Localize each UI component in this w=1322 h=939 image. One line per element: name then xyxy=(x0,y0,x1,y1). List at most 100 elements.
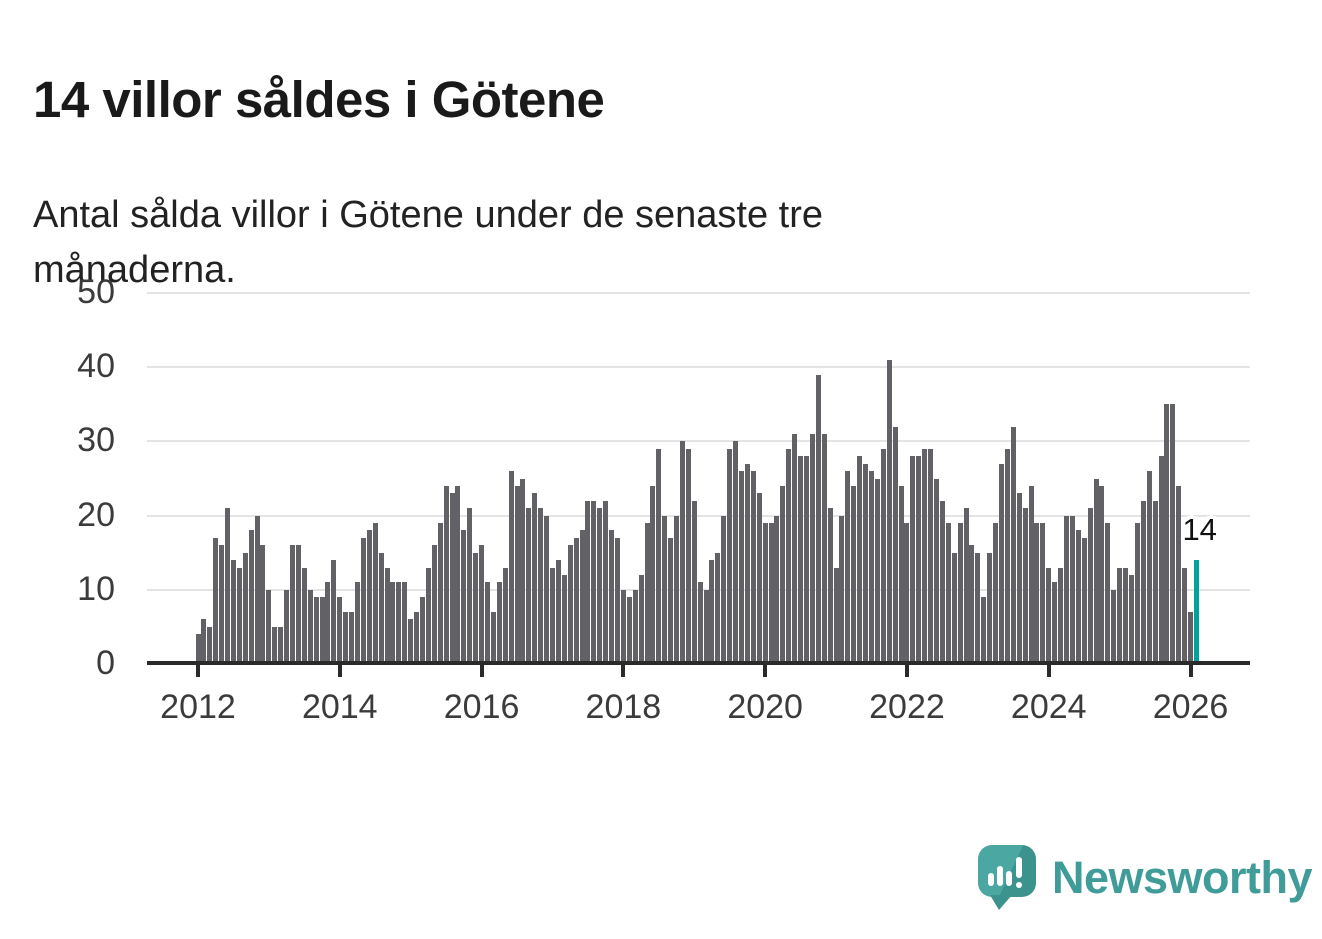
bar xyxy=(1134,523,1140,664)
bar xyxy=(408,619,414,664)
bar xyxy=(254,515,260,664)
bar xyxy=(638,574,644,664)
bar xyxy=(851,485,857,664)
bar xyxy=(538,508,544,664)
x-tick-label: 2020 xyxy=(727,688,803,726)
bar xyxy=(549,567,555,664)
logo-exclamation-dot xyxy=(1016,882,1022,888)
bar xyxy=(579,530,585,664)
bar xyxy=(1105,523,1111,664)
bar xyxy=(1063,515,1069,664)
bar xyxy=(301,567,307,664)
bar xyxy=(443,485,449,664)
bar xyxy=(473,552,479,664)
bar xyxy=(266,589,272,664)
bar xyxy=(561,574,567,664)
bar xyxy=(614,537,620,664)
bar xyxy=(998,463,1004,664)
bar xyxy=(1140,500,1146,664)
bar xyxy=(809,433,815,664)
bar xyxy=(857,456,863,664)
bar xyxy=(378,552,384,664)
bar xyxy=(573,537,579,664)
bar xyxy=(1146,471,1152,664)
bar xyxy=(1040,523,1046,664)
bar xyxy=(219,545,225,664)
y-tick-label: 0 xyxy=(96,644,115,682)
bar xyxy=(1016,493,1022,664)
bar xyxy=(739,471,745,664)
bar xyxy=(236,567,242,664)
x-tick-label: 2014 xyxy=(301,688,378,726)
logo-mini-bar xyxy=(988,873,994,886)
bar xyxy=(402,582,408,664)
y-tick-label: 50 xyxy=(77,273,115,311)
x-axis-tick xyxy=(196,665,200,677)
bar xyxy=(307,589,313,664)
bar xyxy=(490,612,496,664)
bar xyxy=(709,560,715,664)
newsworthy-logo-text: Newsworthy xyxy=(1052,852,1313,903)
bar xyxy=(567,545,573,664)
bar xyxy=(290,545,296,664)
bar xyxy=(585,500,591,664)
bar xyxy=(201,619,207,664)
bar xyxy=(869,471,874,664)
bar xyxy=(372,523,378,664)
page-title: 14 villor såldes i Götene xyxy=(33,71,605,129)
y-tick-label: 10 xyxy=(77,569,115,608)
bar xyxy=(514,485,520,664)
bar xyxy=(821,433,827,664)
bar xyxy=(733,441,739,664)
bar xyxy=(230,560,236,664)
bar xyxy=(508,471,514,664)
bar xyxy=(272,626,278,664)
bar xyxy=(479,545,485,664)
bar xyxy=(384,567,390,664)
bar xyxy=(892,426,898,664)
bar xyxy=(934,478,939,664)
bar xyxy=(1010,426,1016,664)
bar xyxy=(662,515,668,664)
bar xyxy=(278,626,284,664)
y-tick-label: 40 xyxy=(77,347,115,386)
bar xyxy=(544,515,550,664)
bar xyxy=(1046,567,1052,664)
bar xyxy=(987,552,993,664)
bar xyxy=(325,582,331,664)
bar xyxy=(815,374,821,664)
bar xyxy=(1111,589,1117,664)
bar xyxy=(916,456,922,664)
bar xyxy=(874,478,880,664)
bar xyxy=(591,500,597,664)
bar xyxy=(1128,574,1134,664)
bar xyxy=(674,515,680,664)
bar xyxy=(213,537,219,664)
bar xyxy=(928,448,934,664)
logo-mini-bar xyxy=(1006,871,1012,886)
bar xyxy=(313,597,319,664)
bar xyxy=(1087,508,1093,664)
bar xyxy=(390,582,396,664)
value-label: 14 xyxy=(1182,512,1217,548)
bar xyxy=(768,523,774,664)
bar xyxy=(355,582,361,664)
x-tick-label: 2024 xyxy=(1010,688,1087,726)
bar xyxy=(331,560,337,664)
x-tick-label: 2016 xyxy=(443,688,520,726)
bar xyxy=(685,448,691,664)
bar xyxy=(1022,508,1028,664)
x-axis-tick xyxy=(337,665,342,677)
bar xyxy=(1058,567,1064,664)
gridline xyxy=(147,440,1250,443)
bar xyxy=(449,493,455,664)
x-tick-label: 2012 xyxy=(160,688,236,726)
logo-exclamation xyxy=(1016,857,1022,878)
newsworthy-branding: Newsworthy xyxy=(978,845,1313,911)
bar xyxy=(1152,500,1158,664)
bar xyxy=(827,508,833,664)
x-tick-label: 2026 xyxy=(1152,688,1229,726)
bar xyxy=(898,485,904,664)
bar xyxy=(225,508,231,664)
bar xyxy=(804,456,810,664)
